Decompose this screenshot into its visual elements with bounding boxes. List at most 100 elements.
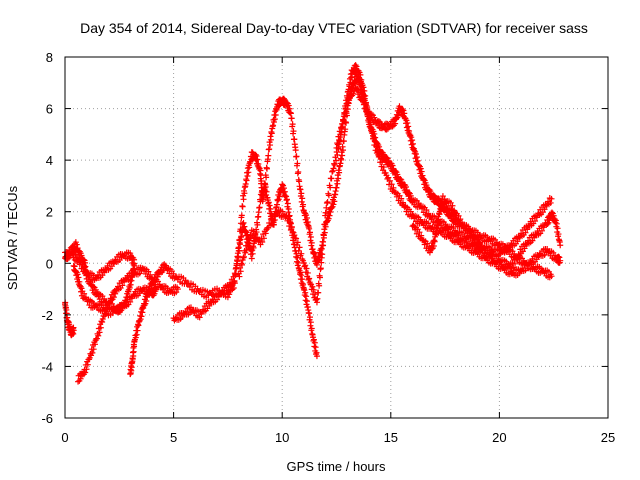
data-point — [327, 184, 334, 191]
data-point — [307, 314, 314, 321]
data-point — [316, 282, 323, 289]
data-point — [330, 201, 337, 208]
data-point — [279, 181, 286, 188]
data-point — [112, 290, 119, 297]
data-point — [399, 106, 406, 113]
data-point — [393, 193, 400, 200]
data-point — [348, 74, 355, 81]
data-point — [390, 184, 397, 191]
data-point — [90, 346, 97, 353]
data-point — [331, 160, 338, 167]
data-point — [256, 204, 263, 211]
data-point — [84, 361, 91, 368]
data-point — [99, 319, 106, 326]
data-point — [418, 168, 425, 175]
y-tick-label: -2 — [41, 308, 53, 323]
data-point — [334, 140, 341, 147]
data-point — [357, 71, 364, 78]
data-point — [312, 344, 319, 351]
data-point — [399, 199, 406, 206]
data-point — [334, 141, 341, 148]
data-point — [430, 242, 437, 249]
data-point — [476, 239, 483, 246]
data-point — [78, 292, 85, 299]
data-point — [83, 366, 90, 373]
data-point — [361, 87, 368, 94]
data-point — [73, 241, 80, 248]
data-point — [398, 195, 405, 202]
data-point — [547, 199, 554, 206]
data-point — [70, 327, 77, 334]
data-point — [346, 83, 353, 90]
data-point — [162, 262, 169, 269]
data-point — [75, 278, 82, 285]
data-point — [262, 181, 269, 188]
data-point — [285, 205, 292, 212]
data-point — [105, 304, 112, 311]
data-point — [80, 256, 87, 263]
data-point — [320, 242, 327, 249]
series-track-i — [333, 84, 555, 281]
data-point — [298, 190, 305, 197]
data-point — [289, 121, 296, 128]
data-point — [102, 311, 109, 318]
data-point — [325, 192, 332, 199]
data-point — [344, 102, 351, 109]
data-point — [512, 260, 519, 267]
data-point — [286, 223, 293, 230]
data-point — [253, 153, 260, 160]
data-point — [239, 203, 246, 210]
data-point — [299, 276, 306, 283]
data-point — [70, 262, 77, 269]
data-point — [95, 332, 102, 339]
data-point — [148, 285, 155, 292]
data-point — [255, 238, 262, 245]
data-point — [343, 108, 350, 115]
data-point — [285, 215, 292, 222]
data-point — [514, 238, 521, 245]
data-point — [294, 254, 301, 261]
data-point — [146, 289, 153, 296]
data-point — [314, 295, 321, 302]
data-point — [263, 165, 270, 172]
data-point — [235, 247, 242, 254]
data-point — [145, 268, 152, 275]
data-point — [82, 369, 89, 376]
data-point — [97, 324, 104, 331]
data-point — [93, 335, 100, 342]
data-point — [267, 142, 274, 149]
data-point — [254, 156, 261, 163]
data-point — [385, 174, 392, 181]
series-track-g — [224, 71, 555, 301]
y-tick-label: 4 — [46, 153, 53, 168]
data-point — [303, 212, 310, 219]
data-point — [86, 302, 93, 309]
data-point — [196, 314, 203, 321]
data-point — [258, 177, 265, 184]
data-point — [99, 315, 106, 322]
data-point — [262, 230, 269, 237]
data-point — [173, 289, 180, 296]
data-point — [232, 271, 239, 278]
data-point — [266, 146, 273, 153]
data-point — [306, 275, 313, 282]
data-point — [243, 177, 250, 184]
data-point — [389, 123, 396, 130]
data-point — [243, 246, 250, 253]
data-point — [294, 239, 301, 246]
grid-layer — [65, 57, 608, 418]
data-point — [265, 199, 272, 206]
data-point — [367, 121, 374, 128]
chart-title: Day 354 of 2014, Sidereal Day-to-day VTE… — [80, 20, 588, 36]
data-point — [271, 116, 278, 123]
data-point — [72, 251, 79, 258]
data-point — [329, 168, 336, 175]
data-point — [324, 198, 331, 205]
data-point — [108, 297, 115, 304]
data-point — [265, 152, 272, 159]
data-point — [522, 229, 529, 236]
data-point — [132, 334, 139, 341]
data-point — [215, 293, 222, 300]
data-point — [130, 348, 137, 355]
data-point — [338, 124, 345, 131]
